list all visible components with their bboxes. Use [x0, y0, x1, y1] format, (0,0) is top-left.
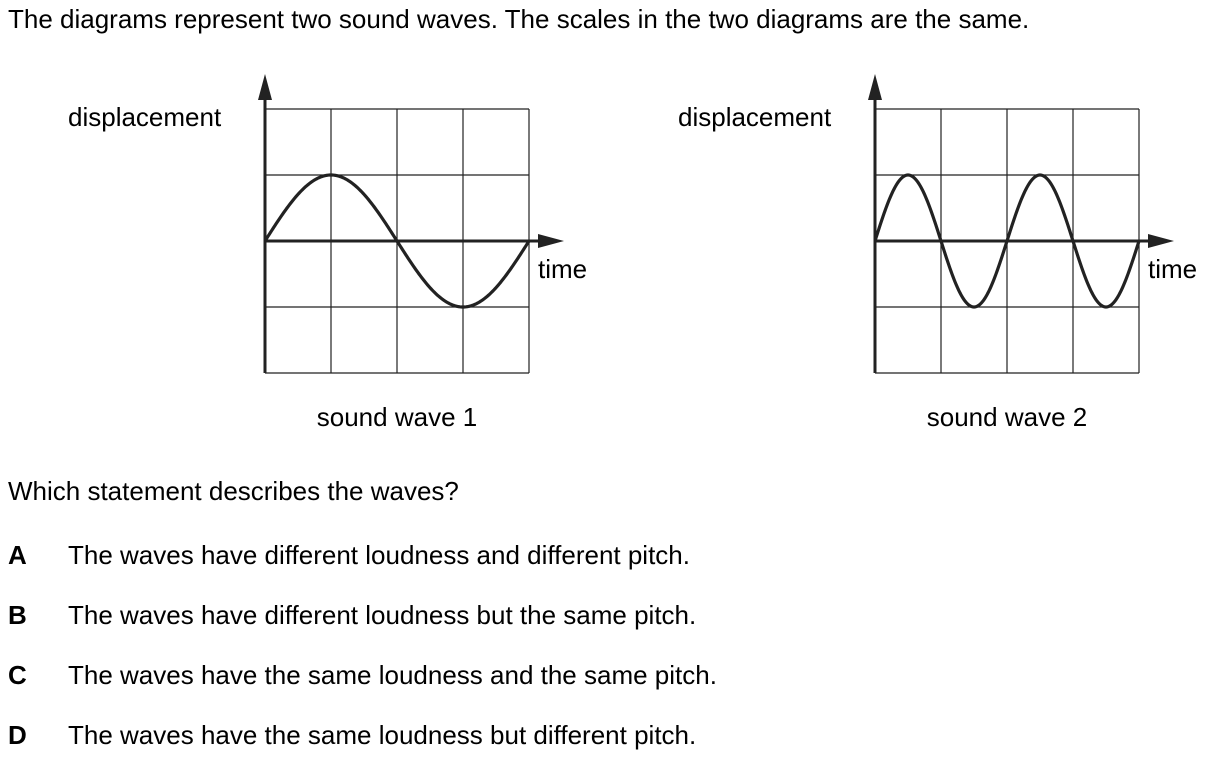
sound-wave-1-caption: sound wave 1 — [317, 402, 477, 432]
sound-wave-2-graph: displacement time sound wave 2 — [678, 74, 1197, 432]
time-axis-arrow — [538, 234, 564, 248]
displacement-axis-arrow — [868, 74, 882, 100]
time-axis-label: time — [1148, 254, 1197, 284]
sound-wave-2-caption: sound wave 2 — [927, 402, 1087, 432]
option-letter: B — [8, 600, 27, 630]
time-axis-label: time — [538, 254, 587, 284]
displacement-axis-label: displacement — [68, 102, 222, 132]
option-letter: C — [8, 660, 27, 690]
option-letter: A — [8, 540, 27, 570]
displacement-axis-arrow — [258, 74, 272, 100]
sound-wave-2-curve — [873, 173, 1141, 309]
option-letter: D — [8, 720, 27, 750]
time-axis-arrow — [1148, 234, 1174, 248]
option-text: The waves have different loudness but th… — [68, 600, 697, 630]
sound-wave-1-diagram: displacement time sound wave 1 — [60, 70, 620, 440]
intro-text: The diagrams represent two sound waves. … — [8, 4, 1030, 34]
option-text: The waves have the same loudness and the… — [68, 660, 717, 690]
sound-wave-2-diagram: displacement time sound wave 2 — [670, 70, 1216, 440]
question-text: Which statement describes the waves? — [8, 476, 459, 506]
sound-wave-1-graph: displacement time sound wave 1 — [68, 74, 587, 432]
displacement-axis-label: displacement — [678, 102, 832, 132]
sound-wave-1-curve — [263, 173, 531, 309]
option-text: The waves have the same loudness but dif… — [68, 720, 697, 750]
option-text: The waves have different loudness and di… — [68, 540, 690, 570]
